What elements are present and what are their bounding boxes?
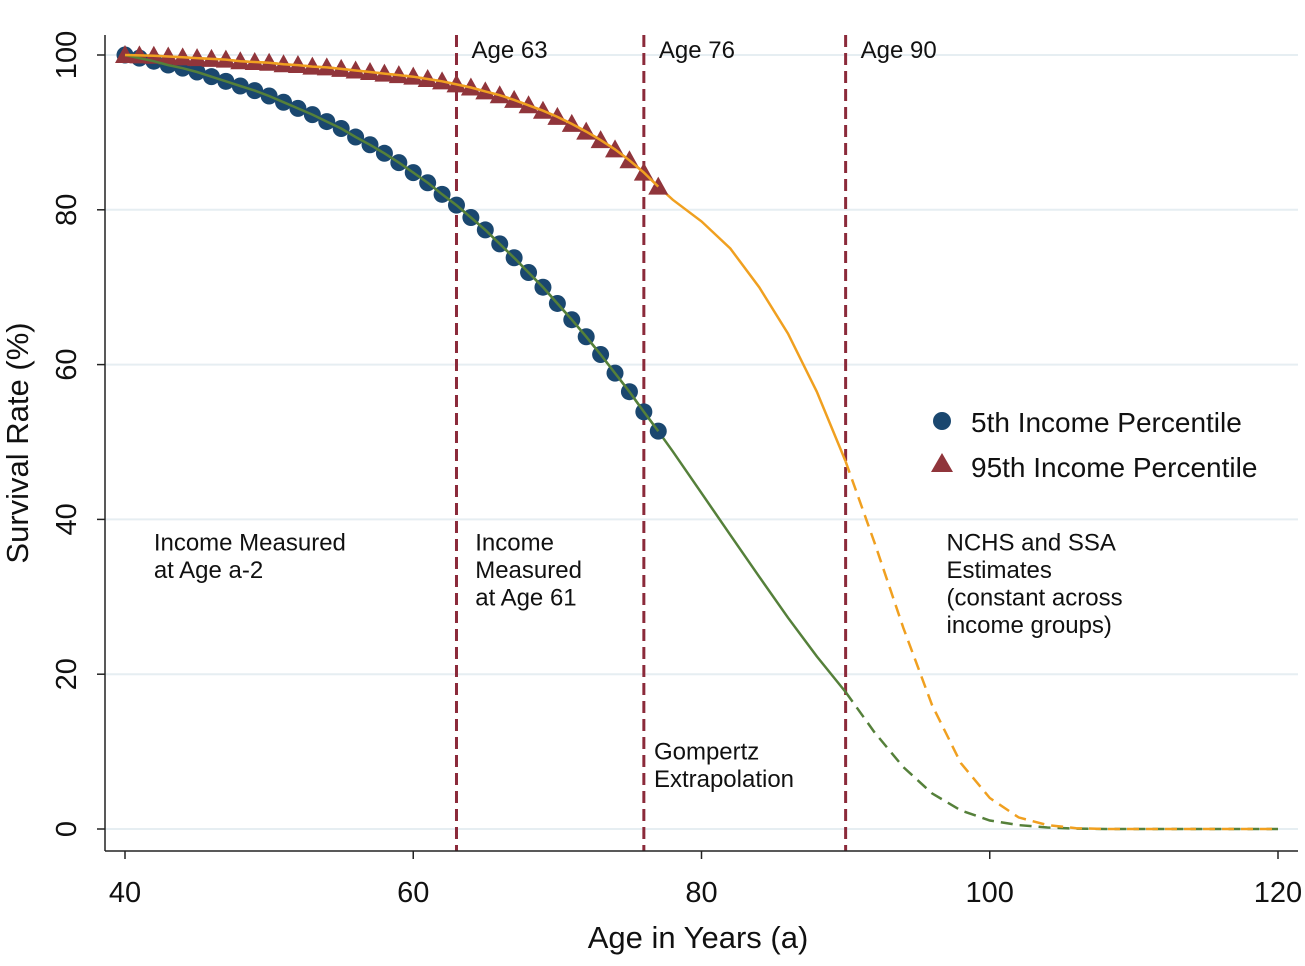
annotation-line: income groups) bbox=[947, 612, 1112, 639]
p95-line-overlay bbox=[124, 53, 660, 188]
p95-dashed-line bbox=[844, 460, 1278, 831]
y-tick-label: 80 bbox=[51, 194, 83, 226]
vertical-reference-lines: Age 63 Age 76 Age 90 bbox=[454, 35, 937, 851]
annotation: NCHS and SSA Estimates (constant across inc… bbox=[947, 529, 1123, 639]
y-tick-label: 0 bbox=[51, 821, 83, 837]
annotation-line: at Age a-2 bbox=[154, 557, 263, 584]
p5-dashed-line bbox=[844, 691, 1278, 831]
y-axis-label: Survival Rate (%) bbox=[0, 322, 35, 563]
annotation: Income Measured at Age a-2 bbox=[154, 529, 346, 584]
annotation-line: Income bbox=[475, 529, 554, 556]
annotation-line: Income Measured bbox=[154, 529, 346, 556]
y-tick-label: 60 bbox=[51, 348, 83, 380]
legend-triangle-icon bbox=[931, 453, 953, 472]
series-markers bbox=[115, 45, 669, 440]
x-axis-label: Age in Years (a) bbox=[588, 920, 809, 955]
annotation-line: Gompertz bbox=[654, 738, 759, 765]
annotation: Income Measured at Age 61 bbox=[475, 529, 582, 611]
annotation-line: Extrapolation bbox=[654, 766, 794, 793]
p95-marker bbox=[115, 45, 135, 63]
annotation-line: NCHS and SSA bbox=[947, 529, 1116, 556]
vertical-line-label: Age 76 bbox=[659, 37, 735, 64]
x-tick-label: 120 bbox=[1254, 877, 1302, 909]
x-tick-label: 100 bbox=[966, 877, 1014, 909]
annotation: Gompertz Extrapolation bbox=[654, 738, 794, 793]
x-tick-label: 60 bbox=[397, 877, 429, 909]
x-tick-label: 80 bbox=[685, 877, 717, 909]
gridlines bbox=[105, 54, 1298, 830]
x-tick-label: 40 bbox=[109, 877, 141, 909]
p5-line-overlay bbox=[124, 53, 660, 432]
legend: 5th Income Percentile 95th Income Percent… bbox=[931, 407, 1257, 483]
y-tick-label: 100 bbox=[51, 31, 83, 79]
annotation-line: Estimates bbox=[947, 557, 1052, 584]
annotation-line: Measured bbox=[475, 557, 582, 584]
series-lines bbox=[124, 53, 1278, 831]
p95-solid-line bbox=[124, 53, 847, 462]
y-tick-label: 20 bbox=[51, 658, 83, 690]
annotation-line: at Age 61 bbox=[475, 584, 576, 611]
legend-label: 5th Income Percentile bbox=[971, 407, 1242, 438]
vertical-line-label: Age 90 bbox=[861, 37, 937, 64]
axes: 0 20 40 60 80 100 40 60 80 100 120 bbox=[51, 31, 1302, 909]
y-tick-label: 40 bbox=[51, 503, 83, 535]
legend-circle-icon bbox=[933, 412, 951, 430]
annotation-line: (constant across bbox=[947, 584, 1123, 611]
legend-label: 95th Income Percentile bbox=[971, 452, 1257, 483]
vertical-line-label: Age 63 bbox=[471, 37, 547, 64]
